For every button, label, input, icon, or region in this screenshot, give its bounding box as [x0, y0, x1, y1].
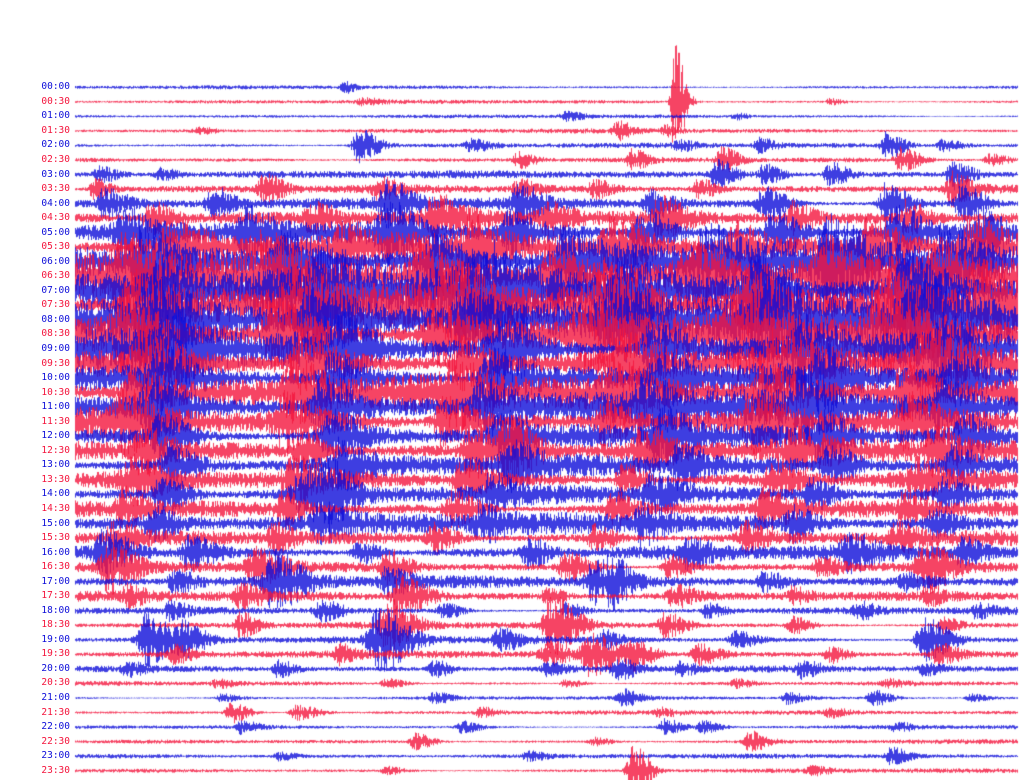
time-label-0330: 03:30: [41, 183, 70, 195]
time-label-2200: 22:00: [41, 721, 70, 733]
time-label-1630: 16:30: [41, 561, 70, 573]
time-label-1730: 17:30: [41, 590, 70, 602]
time-label-2230: 22:30: [41, 735, 70, 747]
time-label-1600: 16:00: [41, 546, 70, 558]
time-label-1330: 13:30: [41, 473, 70, 485]
time-label-0900: 09:00: [41, 343, 70, 355]
time-label-0130: 01:30: [41, 124, 70, 136]
time-label-2100: 21:00: [41, 692, 70, 704]
time-label-2330: 23:30: [41, 764, 70, 776]
time-label-0500: 05:00: [41, 226, 70, 238]
time-label-1900: 19:00: [41, 633, 70, 645]
time-label-2030: 20:30: [41, 677, 70, 689]
time-label-1100: 11:00: [41, 401, 70, 413]
time-label-0730: 07:30: [41, 299, 70, 311]
time-label-0030: 00:30: [41, 95, 70, 107]
time-label-1230: 12:30: [41, 444, 70, 456]
time-label-0830: 08:30: [41, 328, 70, 340]
time-label-0700: 07:00: [41, 284, 70, 296]
time-label-1800: 18:00: [41, 604, 70, 616]
time-label-1930: 19:30: [41, 648, 70, 660]
time-label-1200: 12:00: [41, 430, 70, 442]
time-label-1700: 17:00: [41, 575, 70, 587]
time-label-0530: 05:30: [41, 241, 70, 253]
time-label-1530: 15:30: [41, 532, 70, 544]
time-label-0400: 04:00: [41, 197, 70, 209]
time-label-1430: 14:30: [41, 502, 70, 514]
time-label-0630: 06:30: [41, 270, 70, 282]
time-label-2130: 21:30: [41, 706, 70, 718]
time-label-1300: 13:00: [41, 459, 70, 471]
time-label-1130: 11:30: [41, 415, 70, 427]
time-label-0930: 09:30: [41, 357, 70, 369]
time-label-1830: 18:30: [41, 619, 70, 631]
time-label-2300: 23:00: [41, 750, 70, 762]
time-label-0300: 03:00: [41, 168, 70, 180]
time-label-1030: 10:30: [41, 386, 70, 398]
time-label-2000: 20:00: [41, 662, 70, 674]
time-label-0800: 08:00: [41, 313, 70, 325]
time-label-0230: 02:30: [41, 153, 70, 165]
time-label-1400: 14:00: [41, 488, 70, 500]
time-label-0430: 04:30: [41, 212, 70, 224]
time-label-0600: 06:00: [41, 255, 70, 267]
time-label-0200: 02:00: [41, 139, 70, 151]
time-label-0100: 01:00: [41, 110, 70, 122]
time-label-0000: 00:00: [41, 81, 70, 93]
time-label-1000: 10:00: [41, 372, 70, 384]
time-label-1500: 15:00: [41, 517, 70, 529]
